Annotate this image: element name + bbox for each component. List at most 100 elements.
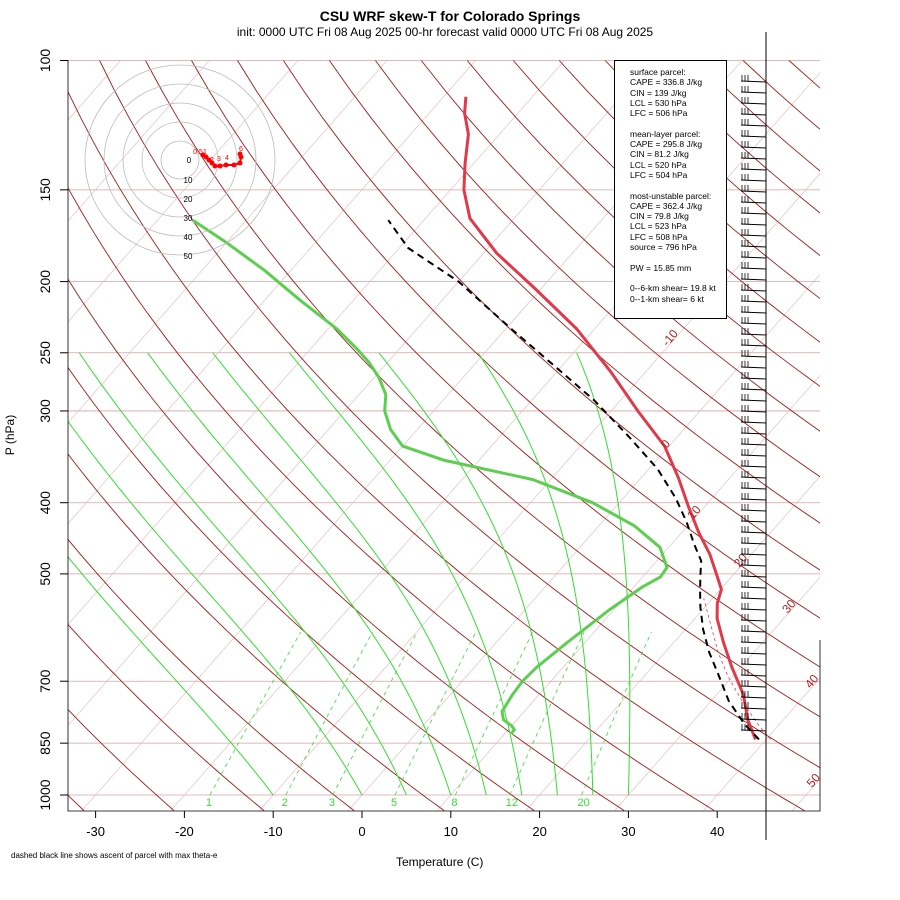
wind-barb: [740, 245, 767, 248]
wind-barb: [740, 674, 767, 677]
precipitable-water: PW = 15.85 mm: [630, 262, 692, 273]
isotherm-line: [68, 60, 477, 525]
mixing-ratio-label: 12: [506, 797, 518, 809]
moist-adiabat-line: [212, 352, 487, 796]
wind-barb: [740, 443, 767, 446]
info-line: LCL = 520 hPa: [630, 159, 687, 170]
chart-subtitle: init: 0000 UTC Fri 08 Aug 2025 00-hr for…: [236, 25, 654, 39]
wind-barb: [740, 619, 767, 622]
most-unstable-parcel-block: most-unstable parcel: CAPE = 362.4 J/kg …: [630, 191, 726, 253]
moist-adiabat-line: [68, 556, 274, 796]
info-line: CIN = 139 J/kg: [630, 87, 687, 98]
wind-barb: [740, 652, 767, 655]
wind-barb: [740, 509, 767, 512]
dry-adiabat-line: [68, 90, 805, 811]
moist-adiabat-line: [576, 352, 631, 795]
wind-barb: [740, 267, 767, 270]
y-tick-label: 400: [37, 491, 53, 515]
info-line: LCL = 530 hPa: [630, 97, 687, 108]
hodograph-point-label: 4: [225, 155, 229, 162]
moist-adiabat-line: [68, 420, 363, 796]
wind-barb: [740, 190, 767, 193]
hodograph-point-label: 6: [239, 146, 243, 153]
isotherm-line: [68, 60, 299, 323]
wind-barb: [740, 553, 767, 556]
wind-barb: [740, 179, 767, 182]
wind-barb: [740, 355, 767, 358]
isotherm-line: [348, 274, 820, 811]
y-tick-label: 250: [37, 341, 53, 365]
info-line: LFC = 508 hPa: [630, 231, 688, 242]
wind-barb: [740, 234, 767, 237]
y-tick-label: 700: [37, 669, 53, 693]
mean-layer-parcel-block: mean-layer parcel: CAPE = 295.8 J/kg CIN…: [630, 129, 726, 180]
wind-barb: [740, 223, 767, 226]
mixing-ratio-line: [454, 631, 534, 796]
x-tick-label: 30: [621, 824, 635, 839]
wind-barb: [740, 212, 767, 215]
y-tick-label: 1000: [37, 779, 53, 810]
info-line: CIN = 81.2 J/kg: [630, 149, 689, 160]
wind-barb: [740, 377, 767, 380]
isotherm-line: [68, 60, 210, 222]
wind-barb: [740, 300, 767, 303]
wind-barb: [740, 80, 767, 83]
hodograph-ring-label: 10: [184, 176, 193, 185]
isotherm-line: [525, 475, 820, 811]
wind-barb: [740, 289, 767, 292]
isotherm-label: 20: [731, 550, 751, 569]
dry-adiabat-line: [68, 366, 535, 811]
hodograph-ring-label: 20: [184, 195, 193, 204]
mixing-ratio-line: [332, 631, 418, 796]
dry-adiabat-line: [466, 60, 820, 387]
moist-adiabat-line: [289, 352, 523, 796]
hodograph-ring-label: 30: [184, 214, 193, 223]
chart-title: CSU WRF skew-T for Colorado Springs: [319, 8, 581, 24]
wind-barb: [740, 586, 767, 589]
moist-adiabat-line: [477, 352, 594, 796]
info-line: surface parcel:: [630, 67, 686, 77]
wind-barb: [740, 399, 767, 402]
info-line: 0--6-km shear= 19.8 kt: [630, 283, 716, 294]
wind-barb: [740, 388, 767, 391]
hodograph-point-label: 3: [217, 156, 221, 163]
hodograph-point: [212, 163, 218, 169]
parcel-trace: [387, 219, 760, 741]
hodograph-ring: [141, 121, 219, 199]
wind-barb: [740, 542, 767, 545]
shear-block: 0--6-km shear= 19.8 kt 0--1-km shear= 6 …: [630, 283, 726, 304]
wind-barb: [740, 718, 767, 721]
wind-barb: [740, 168, 767, 171]
footnote: dashed black line shows ascent of parcel…: [11, 851, 218, 860]
hodograph-point-label: 1: [203, 149, 207, 156]
dry-adiabat-line: [68, 709, 175, 811]
wind-barb: [740, 641, 767, 644]
wind-barb: [740, 685, 767, 688]
parcel-info-box: surface parcel: CAPE = 336.8 J/kg CIN = …: [614, 60, 727, 319]
wind-barb: [740, 476, 767, 479]
wind-barb: [740, 278, 767, 281]
info-line: LCL = 523 hPa: [630, 221, 687, 232]
mixing-ratio-label: 5: [391, 797, 397, 809]
temperature-trace: [462, 96, 757, 740]
hodograph-ring: [160, 140, 200, 180]
dewpoint-trace: [192, 218, 669, 735]
isotherm-label: -10: [659, 326, 681, 349]
y-tick-label: 200: [37, 270, 53, 294]
x-tick-label: 0: [358, 824, 365, 839]
hodograph-ring-label: 40: [184, 233, 193, 242]
wind-barb: [740, 421, 767, 424]
wind-barb: [740, 256, 767, 259]
dry-adiabat-line: [558, 60, 820, 300]
moist-adiabat-line: [78, 352, 407, 796]
wind-barb: [740, 311, 767, 314]
mixing-ratio-line: [285, 631, 373, 796]
info-line: CAPE = 362.4 J/kg: [630, 200, 703, 211]
wind-barb: [740, 102, 767, 105]
dry-adiabat-line: [145, 60, 820, 718]
wind-barb: [740, 707, 767, 710]
wind-barb: [740, 124, 767, 127]
wind-barb: [740, 201, 767, 204]
hodograph-point: [237, 151, 243, 157]
info-line: mean-layer parcel:: [630, 128, 701, 139]
